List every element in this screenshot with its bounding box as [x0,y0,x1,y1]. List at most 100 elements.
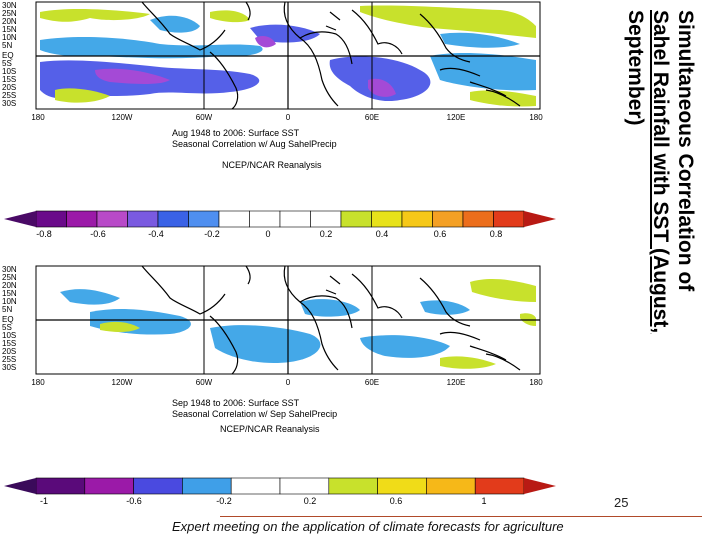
bottom-colorbar-label: 0.2 [304,496,317,506]
bottom-lat-label: 10S [2,331,16,340]
top-lat-label: 15S [2,75,16,84]
top-colorbar-cell [127,210,159,228]
top-colorbar-label: -0.8 [36,229,52,239]
top-lon-label: 120W [112,113,133,122]
top-lon-label: 0 [286,113,291,122]
top-colorbar-label: -0.2 [204,229,220,239]
bottom-colorbar-label: 0.6 [390,496,403,506]
top-colorbar-label: -0.6 [90,229,106,239]
top-colorbar-cell [371,210,403,228]
top-lat-label: 30S [2,99,16,108]
top-map-lat-labels: 30N 25N 20N 15N 10N 5N EQ 5S 10S 15S 20S… [2,1,17,108]
top-lat-label: 20N [2,17,17,26]
top-colorbar: -0.8 -0.6 -0.4 -0.2 0 0.2 0.4 0.6 0.8 [4,210,556,239]
bottom-map-lon-labels: 180 120W 60W 0 60E 120E 180 [31,378,543,387]
top-caption-line3: NCEP/NCAR Reanalysis [222,160,322,170]
top-lat-label: 30N [2,1,17,10]
top-colorbar-label: 0.4 [376,229,389,239]
top-caption-line2: Seasonal Correlation w/ Aug SahelPrecip [172,139,337,149]
bottom-lon-label: 180 [529,378,543,387]
top-map-caption: Aug 1948 to 2006: Surface SST Seasonal C… [172,128,337,170]
bottom-correlation-map: 30N 25N 20N 15N 10N 5N EQ 5S 10S 15S 20S… [2,265,543,434]
top-colorbar-cell [432,210,464,228]
top-lat-label: 20S [2,83,16,92]
bottom-lon-label: 60E [365,378,379,387]
bottom-colorbar-cell [426,477,476,495]
top-colorbar-label: 0.2 [320,229,333,239]
top-lat-label: 15N [2,25,17,34]
bottom-colorbar-cell [279,477,330,495]
top-colorbar-cell [279,210,311,228]
bottom-colorbar-cell [133,477,183,495]
bottom-colorbar-right-arrow [524,478,556,494]
bottom-lon-label: 120E [447,378,466,387]
top-colorbar-cell [462,210,494,228]
bottom-map-anomaly-fill [60,279,536,369]
footer-rule [220,516,702,517]
top-lat-label: 25S [2,91,16,100]
bottom-caption-line3: NCEP/NCAR Reanalysis [220,424,320,434]
top-lon-label: 60E [365,113,379,122]
bottom-lat-label: 30N [2,265,17,274]
top-colorbar-left-arrow [4,211,36,227]
top-lat-label: 5S [2,59,12,68]
slide-title-line3: September) [624,10,647,126]
bottom-lat-label: EQ [2,315,14,324]
top-colorbar-cell [188,210,220,228]
bottom-lat-label: 20N [2,281,17,290]
bottom-colorbar-cell [84,477,134,495]
bottom-colorbar-cell [35,477,86,495]
top-colorbar-cell [218,210,250,228]
bottom-colorbar-left-arrow [4,478,36,494]
bottom-lat-label: 5S [2,323,12,332]
top-colorbar-cell [96,210,128,228]
bottom-lat-label: 5N [2,305,12,314]
bottom-map-lat-labels: 30N 25N 20N 15N 10N 5N EQ 5S 10S 15S 20S… [2,265,17,372]
bottom-lon-label: 0 [286,378,291,387]
top-colorbar-cell [157,210,189,228]
top-colorbar-label: -0.4 [148,229,164,239]
bottom-colorbar-cell [230,477,281,495]
bottom-lat-label: 10N [2,297,17,306]
bottom-lon-label: 120W [112,378,133,387]
bottom-colorbar-labels: -1 -0.6 -0.2 0.2 0.6 1 [40,496,487,506]
bottom-lat-label: 15N [2,289,17,298]
bottom-colorbar-label: -1 [40,496,48,506]
slide-number: 25 [614,495,629,510]
top-map-lon-labels: 180 120W 60W 0 60E 120E 180 [31,113,543,122]
top-lat-label: 10S [2,67,16,76]
bottom-colorbar-label: 1 [481,496,486,506]
bottom-caption-line2: Seasonal Correlation w/ Sep SahelPrecip [172,409,337,419]
bottom-colorbar-label: -0.2 [216,496,232,506]
top-lon-label: 120E [447,113,466,122]
top-colorbar-cell [66,210,98,228]
bottom-lat-label: 25N [2,273,17,282]
footer-text: Expert meeting on the application of cli… [172,519,564,534]
top-lat-label: 25N [2,9,17,18]
bottom-lat-label: 30S [2,363,16,372]
bottom-map-coastlines [141,265,521,375]
bottom-colorbar-cell [182,477,232,495]
bottom-colorbar-cells [35,477,525,495]
slide-title-line1: Simultaneous Correlation of [674,10,697,292]
top-lat-label: 10N [2,33,17,42]
top-map-anomaly-fill [40,5,536,107]
bottom-colorbar-cell [377,477,427,495]
bottom-lon-label: 60W [196,378,213,387]
top-colorbar-labels: -0.8 -0.6 -0.4 -0.2 0 0.2 0.4 0.6 0.8 [36,229,502,239]
top-colorbar-label: 0 [265,229,270,239]
top-colorbar-label: 0.6 [434,229,447,239]
top-lon-label: 60W [196,113,213,122]
top-colorbar-cell [249,210,281,228]
bottom-map-caption: Sep 1948 to 2006: Surface SST Seasonal C… [172,398,337,434]
top-colorbar-cell [340,210,372,228]
bottom-colorbar-cell [328,477,378,495]
bottom-lon-label: 180 [31,378,45,387]
top-correlation-map: 30N 25N 20N 15N 10N 5N EQ 5S 10S 15S 20S… [2,1,543,170]
top-map-coastlines [141,1,521,110]
top-colorbar-cell [35,210,67,228]
top-caption-line1: Aug 1948 to 2006: Surface SST [172,128,300,138]
slide-title: Simultaneous Correlation of Sahel Rainfa… [594,10,698,465]
bottom-colorbar-cell [474,477,525,495]
top-colorbar-cell [401,210,433,228]
